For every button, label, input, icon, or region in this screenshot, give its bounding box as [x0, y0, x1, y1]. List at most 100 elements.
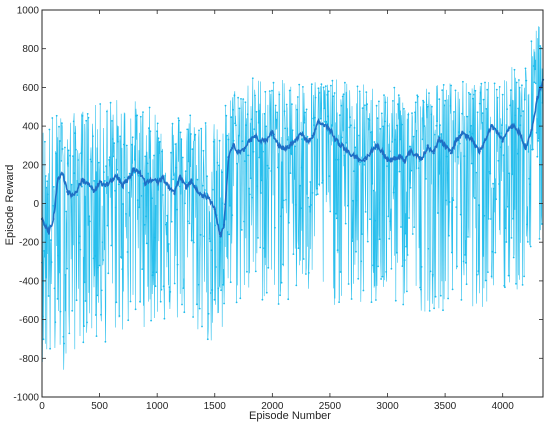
moving-average-point [536, 97, 539, 101]
raw-reward-point [151, 274, 154, 277]
raw-reward-point [382, 125, 385, 128]
raw-reward-point [419, 286, 421, 289]
raw-reward-point [401, 265, 404, 267]
raw-reward-point [525, 79, 528, 82]
raw-reward-point [492, 182, 494, 185]
raw-reward-point [354, 146, 357, 149]
raw-reward-point [436, 120, 438, 122]
raw-reward-point [111, 120, 113, 122]
raw-reward-point [297, 247, 300, 250]
raw-reward-point [236, 162, 239, 165]
raw-reward-point [458, 131, 461, 134]
raw-reward-point [122, 203, 124, 205]
raw-reward-point [425, 178, 427, 180]
raw-reward-point [429, 270, 432, 273]
raw-reward-point [366, 240, 369, 243]
raw-reward-point [481, 112, 484, 115]
raw-reward-point [246, 113, 249, 116]
raw-reward-point [204, 189, 206, 191]
raw-reward-point [219, 241, 222, 244]
raw-reward-point [258, 156, 261, 159]
raw-reward-point [335, 217, 338, 220]
raw-reward-point [51, 117, 54, 119]
raw-reward-point [293, 145, 296, 148]
raw-reward-point [277, 166, 279, 169]
raw-reward-point [470, 162, 473, 165]
raw-reward-point [215, 266, 217, 268]
raw-reward-point [255, 110, 258, 113]
raw-reward-point [428, 92, 430, 94]
raw-reward-point [373, 141, 376, 143]
raw-reward-point [192, 316, 195, 318]
raw-reward-point [263, 112, 266, 115]
raw-reward-point [291, 129, 294, 132]
raw-reward-point [516, 152, 519, 155]
moving-average-point [138, 171, 141, 174]
raw-reward-point [251, 77, 254, 80]
raw-reward-point [468, 131, 471, 133]
raw-reward-point [501, 93, 504, 96]
raw-reward-point [420, 266, 423, 268]
moving-average-point [179, 175, 182, 178]
raw-reward-point [496, 96, 499, 99]
moving-average-point [219, 235, 222, 238]
raw-reward-point [527, 151, 530, 153]
raw-reward-point [186, 128, 189, 131]
raw-reward-point [260, 192, 262, 194]
raw-reward-point [128, 191, 130, 194]
raw-reward-point [57, 254, 60, 257]
raw-reward-point [377, 265, 379, 268]
raw-reward-point [226, 231, 229, 233]
raw-reward-point [347, 204, 349, 207]
raw-reward-point [536, 155, 539, 158]
raw-reward-point [276, 111, 278, 114]
raw-reward-point [450, 84, 452, 87]
raw-reward-point [314, 96, 317, 99]
raw-reward-point [83, 281, 86, 284]
moving-average-point [92, 190, 95, 193]
raw-reward-point [441, 89, 444, 92]
raw-reward-point [467, 91, 470, 94]
raw-reward-point [49, 347, 51, 350]
raw-reward-point [218, 164, 220, 167]
moving-average-point [222, 223, 226, 226]
raw-reward-point [100, 289, 103, 292]
moving-average-point [484, 138, 487, 141]
moving-average-point [81, 179, 84, 182]
raw-reward-point [439, 124, 441, 127]
raw-reward-point [122, 143, 125, 146]
raw-reward-point [318, 183, 321, 186]
raw-reward-point [212, 140, 215, 143]
raw-reward-point [103, 171, 105, 174]
raw-reward-point [134, 158, 136, 161]
raw-reward-point [240, 229, 243, 231]
raw-reward-point [134, 308, 137, 311]
x-tick-label: 3000 [376, 401, 399, 412]
moving-average-point [265, 138, 268, 141]
raw-reward-point [84, 300, 87, 302]
raw-reward-point [156, 122, 159, 125]
raw-reward-point [125, 144, 128, 147]
raw-reward-point [262, 150, 264, 153]
raw-reward-point [53, 287, 56, 290]
raw-reward-point [242, 98, 245, 100]
raw-reward-point [267, 266, 270, 269]
raw-reward-point [489, 172, 492, 175]
raw-reward-point [371, 182, 374, 185]
y-tick-label: -800 [19, 354, 39, 365]
x-tick-label: 2000 [261, 401, 284, 412]
raw-reward-point [391, 141, 393, 143]
moving-average-point [513, 125, 516, 128]
raw-reward-point [282, 199, 285, 202]
raw-reward-point [410, 169, 413, 172]
raw-reward-point [409, 186, 412, 189]
raw-reward-point [303, 121, 306, 124]
raw-reward-point [480, 82, 483, 85]
raw-reward-point [407, 113, 410, 116]
raw-reward-point [355, 199, 358, 202]
raw-reward-point [392, 100, 394, 102]
moving-average-point [438, 136, 441, 139]
raw-reward-point [212, 188, 214, 191]
raw-reward-point [202, 149, 205, 152]
moving-average-point [57, 177, 60, 180]
